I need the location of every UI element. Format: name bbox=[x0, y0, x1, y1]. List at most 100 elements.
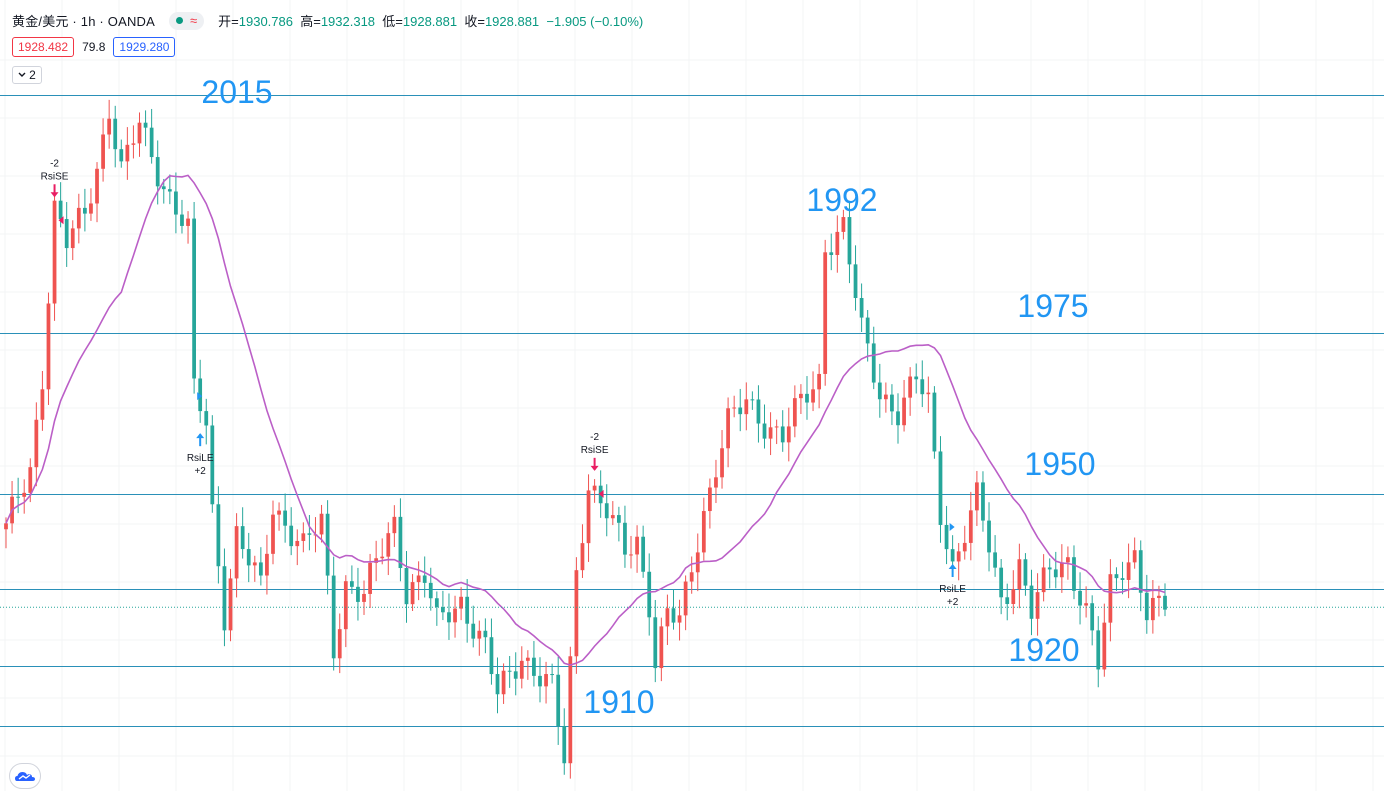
candle-body bbox=[64, 219, 69, 249]
candle-body bbox=[507, 670, 512, 672]
signal-qty: -2 bbox=[590, 432, 599, 443]
candle-body bbox=[1126, 562, 1131, 580]
candle-body bbox=[956, 551, 961, 562]
candle-body bbox=[422, 575, 427, 583]
candle-body bbox=[386, 533, 391, 557]
open-label: 开= bbox=[218, 14, 239, 29]
candle-body bbox=[155, 157, 160, 187]
candle-body bbox=[580, 543, 585, 571]
candle-body bbox=[768, 427, 773, 439]
candle-body bbox=[210, 425, 215, 505]
candle-body bbox=[1029, 585, 1034, 619]
candle-body bbox=[70, 228, 75, 249]
candle-body bbox=[1066, 557, 1070, 563]
signal-qty: +2 bbox=[947, 597, 959, 608]
candle-body bbox=[944, 524, 949, 550]
candle-body bbox=[283, 510, 288, 526]
candle-body bbox=[714, 477, 718, 488]
candle-body bbox=[665, 608, 670, 627]
candle-body bbox=[513, 671, 518, 679]
candle-body bbox=[1041, 567, 1046, 593]
candle-body bbox=[677, 615, 682, 623]
sell-signal: -2 RsiSE bbox=[41, 158, 69, 225]
candle-body bbox=[908, 376, 913, 398]
candle-body bbox=[610, 515, 615, 519]
candle-body bbox=[222, 566, 227, 631]
chevron-down-icon bbox=[18, 72, 26, 77]
close-label: 收= bbox=[464, 14, 485, 29]
candle-body bbox=[428, 582, 433, 599]
signal-label: RsiSE bbox=[41, 171, 69, 182]
candle-body bbox=[817, 373, 822, 390]
candle-body bbox=[180, 214, 184, 226]
candle-body bbox=[441, 607, 445, 613]
sell-signal: -2 RsiSE bbox=[581, 432, 609, 498]
candle-body bbox=[258, 562, 263, 576]
sell-arrow-head-icon bbox=[50, 192, 59, 198]
candle-body bbox=[113, 118, 118, 150]
candle-body bbox=[829, 252, 834, 255]
candle-body bbox=[623, 522, 627, 555]
candle-body bbox=[1157, 595, 1161, 598]
tradingview-logo-icon[interactable] bbox=[9, 763, 41, 789]
candle-body bbox=[1023, 559, 1028, 586]
market-status-pill[interactable]: ≈ bbox=[169, 11, 205, 30]
high-label: 高= bbox=[300, 14, 321, 29]
candle-body bbox=[556, 674, 561, 726]
candle-body bbox=[902, 397, 906, 426]
candle-body bbox=[999, 567, 1004, 598]
candle-body bbox=[1120, 578, 1125, 580]
candle-body bbox=[932, 392, 937, 452]
candle-body bbox=[987, 520, 991, 553]
candle-body bbox=[629, 554, 633, 556]
candle-body bbox=[89, 203, 93, 214]
candle-body bbox=[823, 252, 828, 374]
candle-body bbox=[604, 503, 609, 519]
candle-body bbox=[161, 186, 166, 190]
candle-body bbox=[4, 523, 8, 530]
candle-body bbox=[792, 398, 797, 427]
candle-body bbox=[586, 490, 591, 544]
level-labels: 2015 1992 1975 1950 1920 1910 bbox=[201, 74, 1095, 720]
signal-qty: +2 bbox=[194, 466, 206, 477]
candle-body bbox=[52, 200, 57, 304]
candle-body bbox=[1132, 550, 1137, 563]
candle-body bbox=[246, 549, 251, 566]
level-label: 1920 bbox=[1008, 632, 1079, 668]
candle-body bbox=[865, 317, 870, 344]
candle-body bbox=[404, 568, 409, 605]
candle-body bbox=[1059, 562, 1064, 578]
candle-body bbox=[137, 122, 142, 144]
candle-body bbox=[544, 674, 548, 687]
candle-body bbox=[374, 558, 379, 563]
candle-body bbox=[574, 570, 579, 657]
candle-body bbox=[877, 382, 882, 400]
candle-body bbox=[811, 389, 815, 403]
level-label: 1950 bbox=[1024, 446, 1095, 482]
candle-body bbox=[1144, 592, 1149, 621]
candle-body bbox=[471, 623, 476, 639]
buy-signal: RsiLE +2 bbox=[939, 523, 966, 608]
candle-body bbox=[101, 134, 105, 169]
candle-body bbox=[1163, 595, 1167, 610]
high-value: 1932.318 bbox=[320, 14, 376, 29]
ohlc-values: 开=1930.786 高=1932.318 低=1928.881 收=1928.… bbox=[218, 11, 643, 30]
candle-body bbox=[143, 122, 148, 128]
bid-price-button[interactable]: 1928.482 bbox=[12, 37, 75, 57]
buy-entry-marker-icon bbox=[197, 392, 203, 401]
symbol-title[interactable]: 黄金/美元 · 1h · OANDA bbox=[12, 14, 156, 29]
candle-body bbox=[659, 626, 664, 669]
candle-body bbox=[301, 533, 306, 541]
candle-body bbox=[562, 725, 567, 764]
candle-body bbox=[410, 582, 415, 605]
candle-body bbox=[1017, 559, 1022, 590]
collapse-indicators-button[interactable]: 2 bbox=[12, 66, 42, 84]
candle-body bbox=[16, 496, 21, 498]
candle-body bbox=[653, 617, 658, 669]
signal-label: RsiLE bbox=[939, 584, 966, 595]
ask-price-button[interactable]: 1929.280 bbox=[113, 37, 176, 57]
candle-body bbox=[1078, 590, 1082, 606]
candle-body bbox=[216, 504, 221, 567]
candle-body bbox=[234, 526, 239, 579]
